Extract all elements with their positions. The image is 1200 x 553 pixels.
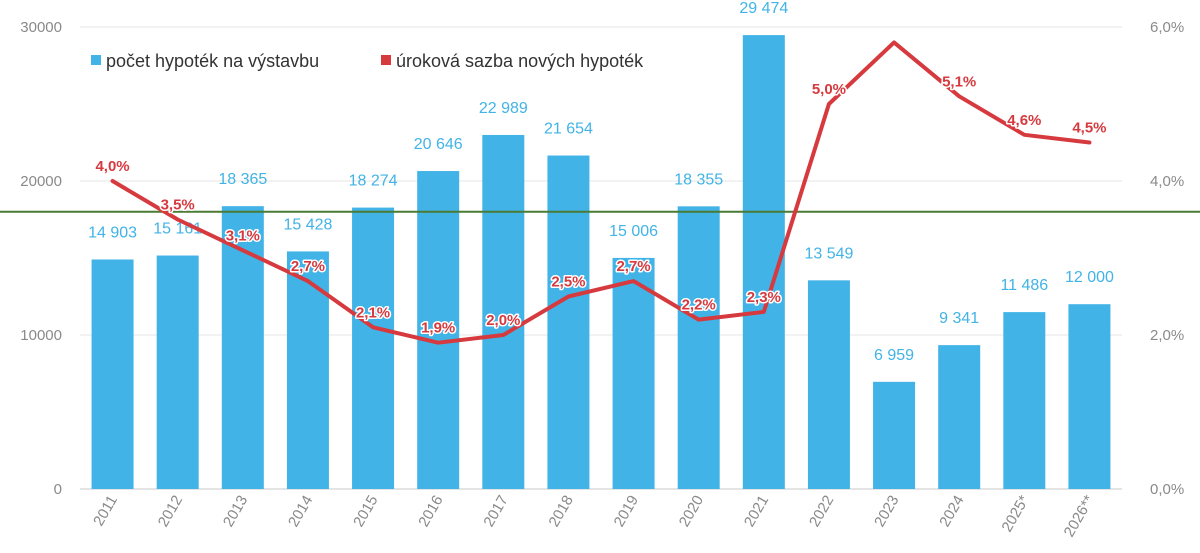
bar [807, 280, 850, 489]
line-series [110, 40, 1092, 345]
x-tick-label: 2015 [350, 493, 381, 530]
line-value-label: 2,1% [356, 304, 390, 321]
bar [91, 259, 134, 489]
bar-value-label: 15 006 [609, 223, 658, 240]
bar-value-label: 11 486 [1000, 277, 1048, 294]
legend-label-bars: počet hypoték na výstavbu [106, 51, 319, 71]
x-axis-ticks: 2011 2012 2013 2014 2015 2016 2017 2018 2019 2020… [90, 492, 1098, 540]
bar-value-label: 9 341 [939, 310, 979, 327]
line-value-label: 5,0% [812, 81, 846, 98]
x-tick-label: 2026** [1061, 492, 1098, 540]
bar-value-label: 21 654 [544, 121, 593, 138]
right-tick-label: 4,0% [1150, 173, 1184, 190]
x-tick-label: 2020 [676, 493, 707, 530]
line-value-label: 2,3% [747, 289, 781, 306]
right-axis-ticks: 0,0% 2,0% 4,0% 6,0% [1150, 19, 1184, 498]
x-tick-label: 2018 [545, 493, 576, 530]
left-axis-ticks: 0 10000 20000 30000 [20, 19, 62, 498]
bar-value-label: 22 989 [479, 100, 528, 117]
bar [677, 206, 720, 489]
bar-value-label: 18 274 [349, 173, 398, 190]
bar-value-label: 18 355 [674, 171, 723, 188]
line-value-label: 1,9% [421, 320, 455, 337]
line-value-label: 4,5% [1072, 120, 1106, 137]
bar-value-label: 6 959 [874, 347, 914, 364]
bar [547, 155, 590, 490]
line-path [110, 40, 1092, 345]
line-value-label: 2,5% [551, 274, 585, 291]
x-tick-label: 2024 [936, 493, 967, 530]
line-value-label: 4,6% [1007, 112, 1041, 129]
left-tick-label: 30000 [20, 19, 62, 36]
x-tick-label: 2021 [741, 493, 772, 530]
x-tick-label: 2022 [806, 493, 837, 530]
x-tick-label: 2025* [998, 492, 1032, 535]
x-tick-label: 2014 [285, 493, 316, 530]
x-tick-label: 2012 [155, 493, 186, 530]
x-tick-label: 2023 [871, 493, 902, 530]
bar [417, 171, 460, 489]
bar [221, 206, 264, 489]
x-tick-label: 2017 [480, 493, 511, 530]
legend: počet hypoték na výstavbu úroková sazba … [91, 51, 644, 71]
x-tick-label: 2013 [220, 493, 251, 530]
line-value-label: 2,2% [682, 297, 716, 314]
bar [1068, 304, 1111, 489]
bar [938, 345, 981, 489]
right-tick-label: 0,0% [1150, 481, 1184, 498]
right-tick-label: 2,0% [1150, 327, 1184, 344]
legend-swatch-bars [91, 55, 101, 65]
line-value-labels: 4,0% 3,5% 3,1% 2,7% 2,1% 1,9% 2,0% 2,5% 2,7% 2,2%… [94, 72, 1108, 338]
bar-value-label: 14 903 [88, 224, 137, 241]
x-tick-label: 2016 [415, 493, 446, 530]
legend-label-line: úroková sazba nových hypoték [396, 51, 644, 71]
bar [286, 251, 329, 489]
bar [612, 257, 655, 489]
line-value-label: 4,0% [95, 158, 129, 175]
bar [352, 207, 395, 490]
left-tick-label: 10000 [20, 327, 62, 344]
bar-value-label: 13 549 [804, 245, 853, 262]
line-value-label: 3,1% [226, 227, 260, 244]
right-tick-label: 6,0% [1150, 19, 1184, 36]
bar [156, 255, 199, 489]
legend-swatch-line [381, 55, 391, 65]
bar-series [91, 35, 1111, 490]
left-tick-label: 20000 [20, 173, 62, 190]
bar-value-label: 29 474 [739, 0, 788, 17]
x-tick-label: 2011 [90, 493, 121, 529]
bar [873, 381, 916, 489]
line-value-label: 2,0% [486, 312, 520, 329]
bar-value-label: 18 365 [218, 171, 267, 188]
bar [1003, 312, 1046, 489]
bar-value-label: 15 428 [283, 216, 332, 233]
bar-value-label: 12 000 [1065, 269, 1114, 286]
line-value-label: 2,7% [616, 258, 650, 275]
line-value-label: 3,5% [161, 197, 195, 214]
bar [482, 134, 525, 489]
x-tick-label: 2019 [611, 493, 642, 530]
line-value-label: 5,1% [942, 73, 976, 90]
left-tick-label: 0 [54, 481, 62, 498]
bar-value-label: 20 646 [414, 136, 463, 153]
line-value-label: 2,7% [291, 258, 325, 275]
